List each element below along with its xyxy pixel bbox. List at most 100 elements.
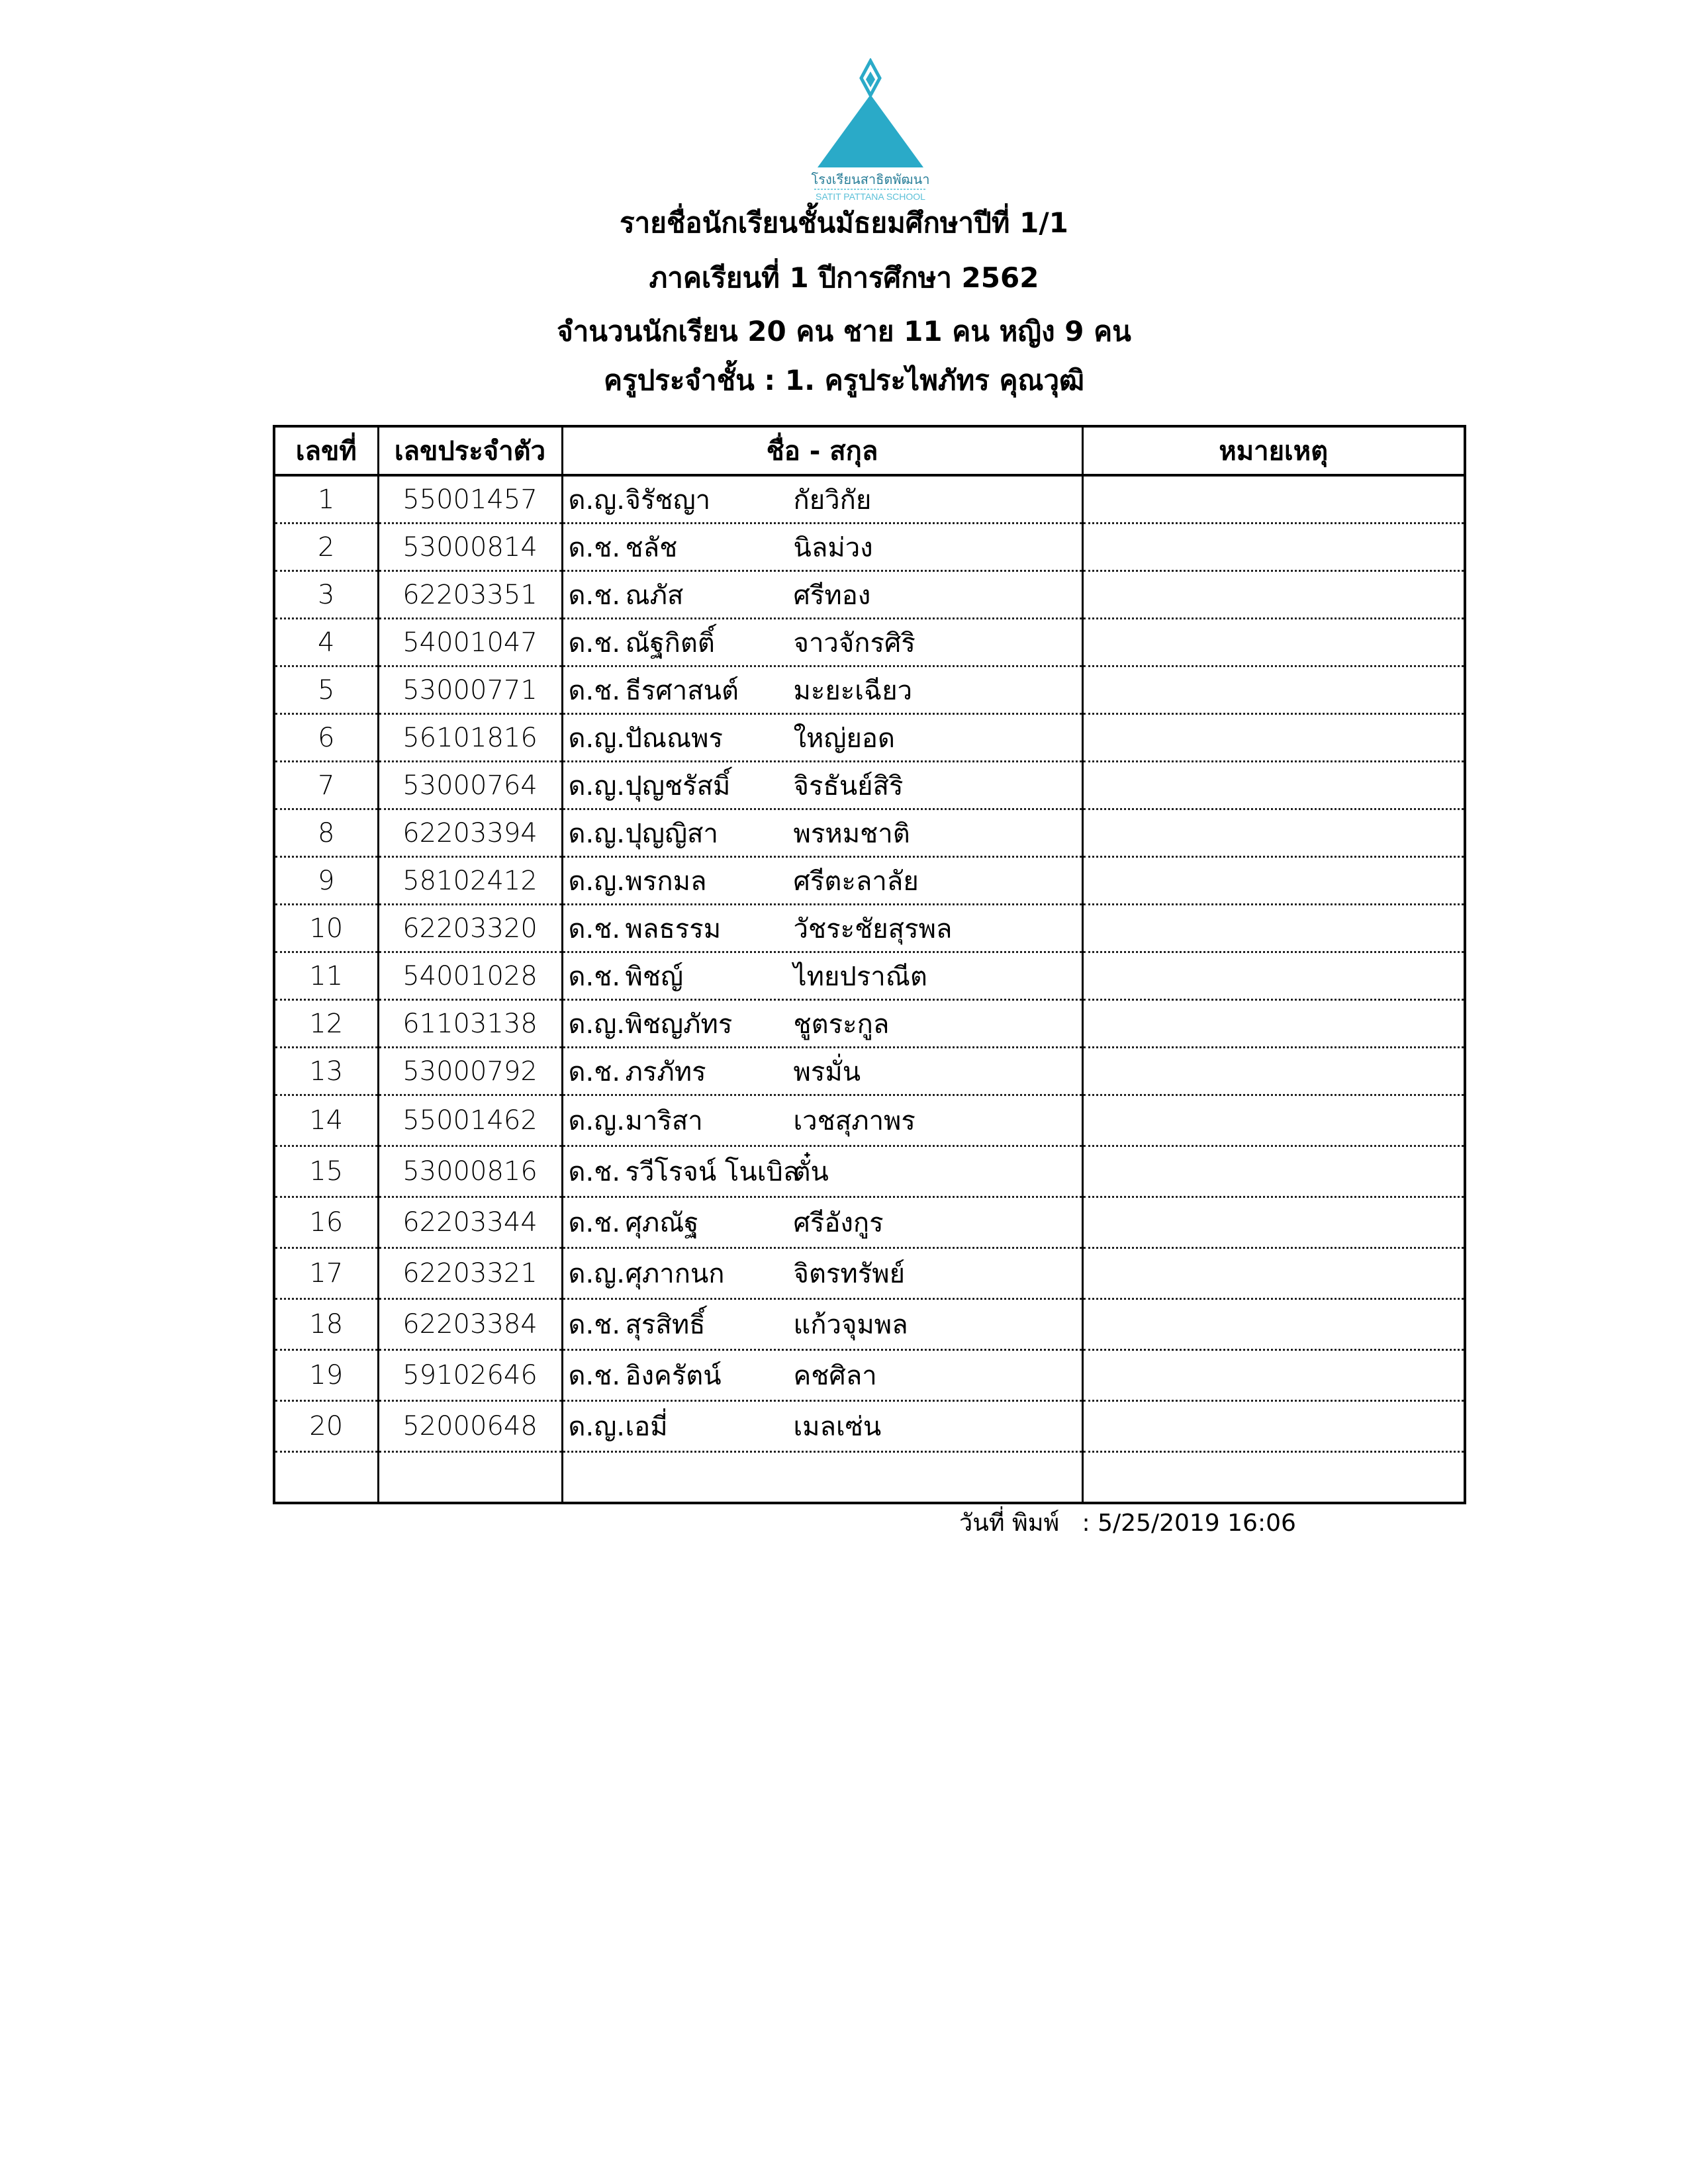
student-id: 58102412 [377,856,563,905]
last-name: แก้วจุมพล [793,1310,908,1340]
first-name: อิงครัตน์ [625,1361,722,1391]
name-prefix: ด.ช. [568,1310,621,1340]
last-name: พรหมชาติ [793,818,910,849]
note-cell [1081,952,1466,1001]
term-line: ภาคเรียนที่ 1 ปีการศึกษา 2562 [649,261,1039,294]
row-number: 11 [273,952,379,1001]
first-name: พลธรรม [625,913,722,944]
first-name: ศุภณัฐ [625,1208,699,1238]
name-prefix: ด.ช. [568,1208,621,1238]
student-id: 54001047 [377,618,563,667]
table-row: 14 55001462 ด.ญ.มาริสา เวชสุภาพร [273,1095,1466,1147]
student-id: 61103138 [377,999,563,1048]
note-cell [1081,1349,1466,1402]
student-name: ด.ญ.ปัณณพร ใหญ่ยอด [561,713,1084,762]
row-number: 10 [273,904,379,953]
first-name: ปุญญิสา [625,818,718,849]
student-name: ด.ช. ชลัช นิลม่วง [561,523,1084,572]
table-row: 7 53000764 ด.ญ.ปุญชรัสมิ์ จิรธันย์สิริ [273,761,1466,810]
note-cell [1081,1248,1466,1300]
note-cell [1081,809,1466,858]
last-name: จาวจักรศิริ [793,627,915,659]
row-number: 20 [273,1400,379,1453]
student-id: 62203394 [377,809,563,858]
table-row: 17 62203321 ด.ญ.ศุภากนก จิตรทรัพย์ [273,1248,1466,1300]
note-cell [1081,713,1466,762]
table-header: เลขที่ เลขประจำตัว ชื่อ - สกุล หมายเหตุ [273,426,1466,477]
first-name: พรกมล [625,866,707,897]
first-name: ปุญชรัสมิ์ [625,770,731,801]
first-name: มาริสา [625,1106,703,1136]
first-name: ชลัช [625,532,678,563]
note-cell [1081,761,1466,810]
note-cell [1081,1047,1466,1096]
student-name: ด.ช. รวีโรจน์ โนเบิลตั๋น [561,1146,1084,1198]
col-student-id: เลขประจำตัว [377,426,563,477]
school-logo: โรงเรียนสาธิตพัฒนา SATIT PATTANA SCHOOL [791,57,950,204]
student-id: 54001028 [377,952,563,1001]
student-name: ด.ช. พิชญ์ ไทยปราณีต [561,952,1084,1001]
note-cell [1081,618,1466,667]
table-row: 11 54001028 ด.ช. พิชญ์ ไทยปราณีต [273,952,1466,1001]
row-number: 17 [273,1248,379,1300]
first-name: ธีรศาสนต์ [625,675,739,706]
row-number: 5 [273,666,379,715]
note-cell [1081,1095,1466,1147]
table-row: 20 52000648 ด.ญ.เอมี่ เมลเซ่น [273,1400,1466,1453]
name-prefix: ด.ช. [568,627,621,659]
last-name: กัยวิกัย [793,484,872,516]
name-prefix: ด.ญ. [568,1106,626,1136]
row-number: 2 [273,523,379,572]
student-counts: จำนวนนักเรียน 20 คน ชาย 11 คน หญิง 9 คน [557,315,1131,347]
student-name: ด.ญ.พรกมล ศรีตะลาลัย [561,856,1084,905]
name-prefix: ด.ญ. [568,723,626,754]
student-name: ด.ช. สุรสิทธิ์ แก้วจุมพล [561,1298,1084,1351]
first-name: รวีโรจน์ โนเบิล [625,1157,800,1187]
last-name: มะยะเฉียว [793,675,913,706]
student-name: ด.ญ.พิชญภัทร ชูตระกูล [561,999,1084,1048]
last-name: ศรีทอง [793,580,871,611]
note-cell [1081,523,1466,572]
first-name: ศุภากนก [625,1259,725,1289]
table-row: 12 61103138 ด.ญ.พิชญภัทร ชูตระกูล [273,999,1466,1048]
student-name: ด.ช. ธีรศาสนต์ มะยะเฉียว [561,666,1084,715]
print-date: วันที่ พิมพ์ : 5/25/2019 16:06 [959,1504,1296,1541]
homeroom-teacher: ครูประจำชั้น : 1. ครูประไพภัทร คุณวุฒิ [603,364,1085,396]
student-name: ด.ญ.ปุญชรัสมิ์ จิรธันย์สิริ [561,761,1084,810]
student-id: 55001457 [377,475,563,524]
table-row: 5 53000771 ด.ช. ธีรศาสนต์ มะยะเฉียว [273,666,1466,715]
name-prefix: ด.ญ. [568,1009,626,1040]
table-row: 9 58102412 ด.ญ.พรกมล ศรีตะลาลัย [273,856,1466,905]
table-row: 19 59102646 ด.ช. อิงครัตน์ คชศิลา [273,1349,1466,1402]
last-name: เมลเซ่น [793,1412,882,1442]
name-prefix: ด.ญ. [568,770,626,801]
row-number: 6 [273,713,379,762]
name-prefix: ด.ช. [568,1361,621,1391]
row-number: 18 [273,1298,379,1351]
first-name: พิชญภัทร [625,1009,733,1040]
col-number: เลขที่ [273,426,379,477]
student-name: ด.ช. ณัฐกิตติ์ จาวจักรศิริ [561,618,1084,667]
name-prefix: ด.ญ. [568,484,626,516]
student-id: 53000816 [377,1146,563,1198]
student-id: 56101816 [377,713,563,762]
row-number: 8 [273,809,379,858]
svg-text:SATIT PATTANA SCHOOL: SATIT PATTANA SCHOOL [816,191,925,202]
table-row-empty [273,1451,1466,1503]
first-name: สุรสิทธิ์ [625,1310,706,1340]
note-cell [1081,1298,1466,1351]
row-number: 1 [273,475,379,524]
name-prefix: ด.ญ. [568,1412,626,1442]
note-cell [1081,1197,1466,1249]
last-name: นิลม่วง [793,532,873,563]
table-row: 3 62203351 ด.ช. ณภัส ศรีทอง [273,570,1466,619]
last-name: ศรีตะลาลัย [793,866,919,897]
student-id: 59102646 [377,1349,563,1402]
svg-text:โรงเรียนสาธิตพัฒนา: โรงเรียนสาธิตพัฒนา [811,172,929,187]
row-number: 7 [273,761,379,810]
row-number: 14 [273,1095,379,1147]
row-number: 12 [273,999,379,1048]
table-row: 6 56101816 ด.ญ.ปัณณพร ใหญ่ยอด [273,713,1466,762]
print-date-value: : 5/25/2019 16:06 [1082,1510,1296,1537]
student-name: ด.ช. พลธรรม วัชระชัยสุรพล [561,904,1084,953]
